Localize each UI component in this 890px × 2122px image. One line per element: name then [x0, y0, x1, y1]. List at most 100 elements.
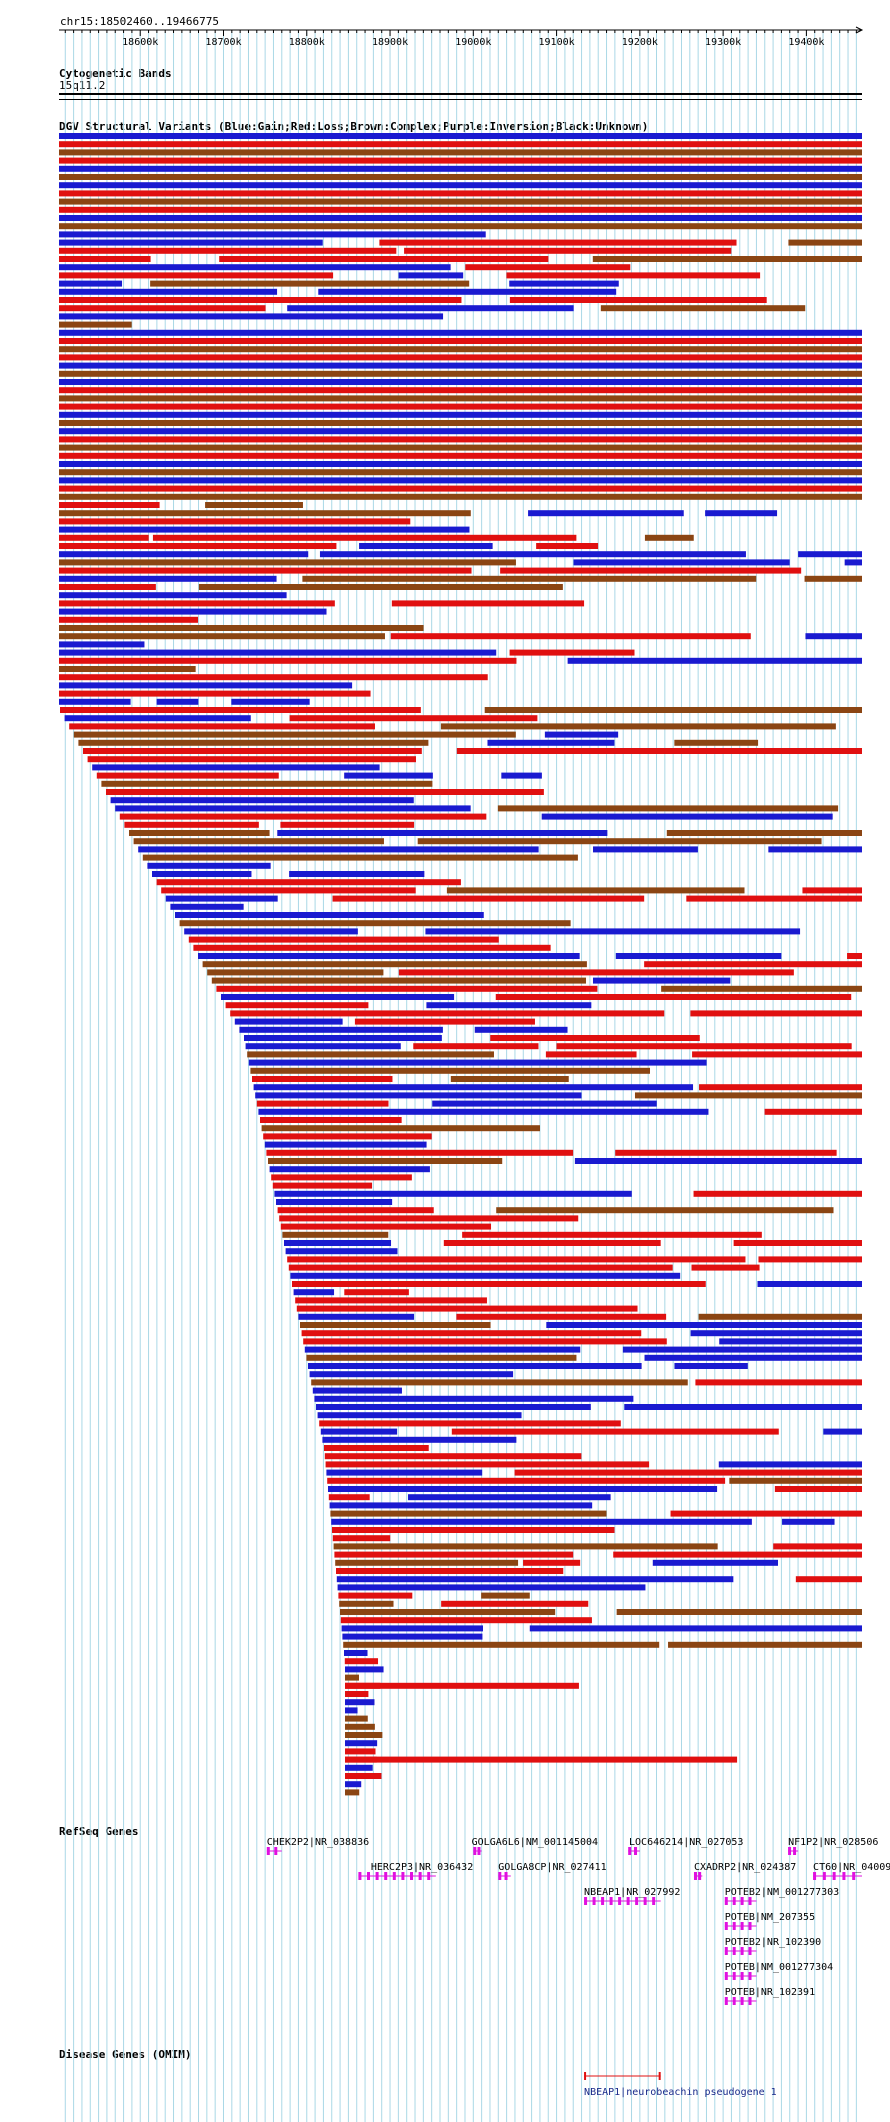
sv-feature	[156, 698, 199, 705]
sv-feature	[300, 1322, 491, 1328]
gene-exon	[358, 1872, 362, 1880]
gene-glyph[interactable]	[498, 1872, 511, 1880]
sv-feature	[59, 182, 862, 189]
sv-feature	[615, 1149, 837, 1156]
sv-feature	[440, 723, 836, 730]
gene-glyph[interactable]	[473, 1847, 482, 1855]
sv-feature	[179, 920, 571, 927]
sv-feature	[255, 1092, 582, 1099]
sv-feature	[691, 1264, 760, 1271]
gene-exon	[724, 1922, 728, 1930]
sv-feature	[78, 739, 429, 746]
sv-feature	[404, 247, 732, 254]
sv-feature	[345, 1789, 360, 1796]
gene-glyph[interactable]	[724, 1972, 757, 1980]
gene-glyph[interactable]	[724, 1897, 757, 1905]
sv-feature	[336, 1568, 564, 1574]
sv-feature	[289, 871, 425, 877]
sv-feature	[280, 821, 415, 828]
gene-glyph[interactable]	[693, 1872, 703, 1880]
sv-feature	[613, 1551, 862, 1558]
sv-feature	[670, 1510, 862, 1517]
gene-exon	[609, 1897, 613, 1905]
sv-feature	[59, 518, 411, 525]
sv-feature	[59, 674, 488, 681]
gene-glyph[interactable]	[628, 1847, 640, 1855]
sv-feature	[390, 633, 751, 640]
sv-feature	[340, 1617, 592, 1624]
sv-feature	[341, 1625, 483, 1632]
sv-feature	[593, 846, 698, 853]
sv-feature	[188, 936, 499, 943]
gene-exon	[793, 1847, 797, 1855]
gene-label: CHEK2P2|NR_038836	[266, 1837, 370, 1848]
sv-feature	[96, 772, 279, 779]
gene-glyph[interactable]	[266, 1847, 282, 1855]
sv-feature	[322, 1436, 517, 1443]
sv-feature	[316, 1404, 591, 1410]
sv-feature	[293, 1289, 335, 1296]
sv-feature	[802, 887, 862, 894]
sv-feature	[309, 1371, 514, 1378]
gene-exon	[832, 1872, 836, 1880]
sv-feature	[59, 559, 516, 566]
gene-glyph[interactable]	[813, 1872, 862, 1880]
sv-feature	[705, 510, 778, 517]
sv-feature	[69, 723, 375, 730]
gene-glyph[interactable]	[358, 1872, 436, 1880]
gene-glyph[interactable]	[724, 1947, 757, 1955]
gene-glyph[interactable]	[584, 1897, 661, 1905]
sv-feature	[230, 1010, 665, 1017]
sv-feature	[456, 748, 862, 754]
sv-feature	[336, 1576, 734, 1583]
gene-glyph[interactable]	[788, 1847, 799, 1855]
sv-feature	[495, 994, 852, 1000]
sv-feature	[847, 953, 862, 959]
sv-feature	[59, 215, 862, 221]
sv-feature	[674, 739, 759, 746]
gene-exon	[410, 1872, 414, 1880]
sv-feature	[59, 649, 497, 656]
sv-feature	[497, 805, 839, 812]
sv-feature	[59, 428, 862, 435]
gene-exon	[477, 1847, 481, 1855]
gene-label: POTEB2|NR_102390	[724, 1937, 822, 1948]
gene-label: LOC646214|NR_027053	[629, 1837, 744, 1848]
sv-feature	[546, 1322, 862, 1328]
sv-feature	[844, 559, 862, 566]
sv-feature	[344, 1650, 368, 1656]
sv-feature	[456, 1313, 667, 1320]
sv-feature	[271, 1174, 412, 1181]
disease-gene-label[interactable]: NBEAP1|neurobeachin pseudogene 1	[584, 2087, 777, 2098]
sv-feature	[343, 1641, 660, 1648]
gene-exon	[732, 1922, 736, 1930]
gene-exon	[652, 1897, 656, 1905]
sv-feature	[616, 1609, 862, 1615]
sv-feature	[92, 764, 380, 771]
sv-feature	[652, 1559, 778, 1566]
gene-glyph[interactable]	[724, 1922, 757, 1930]
sv-feature	[266, 1149, 574, 1156]
sv-feature	[484, 707, 862, 713]
sv-feature	[345, 1773, 382, 1779]
sv-feature	[344, 1658, 379, 1665]
gene-exon	[584, 1897, 588, 1905]
gene-exon	[618, 1897, 622, 1905]
sv-feature	[59, 305, 266, 312]
gene-glyph[interactable]	[724, 1997, 757, 2005]
sv-feature	[59, 190, 862, 197]
gene-exon	[852, 1872, 856, 1880]
sv-feature	[150, 280, 470, 287]
sv-feature	[272, 1182, 373, 1189]
sv-feature	[335, 1559, 519, 1566]
sv-feature	[269, 1166, 430, 1173]
sv-feature	[506, 272, 761, 279]
gene-label: POTEB2|NM_001277303	[724, 1887, 840, 1898]
sv-feature	[287, 1256, 746, 1263]
sv-feature	[345, 1732, 383, 1738]
sv-feature	[59, 395, 862, 402]
sv-feature	[332, 895, 645, 902]
gene-exon	[740, 1997, 744, 2005]
